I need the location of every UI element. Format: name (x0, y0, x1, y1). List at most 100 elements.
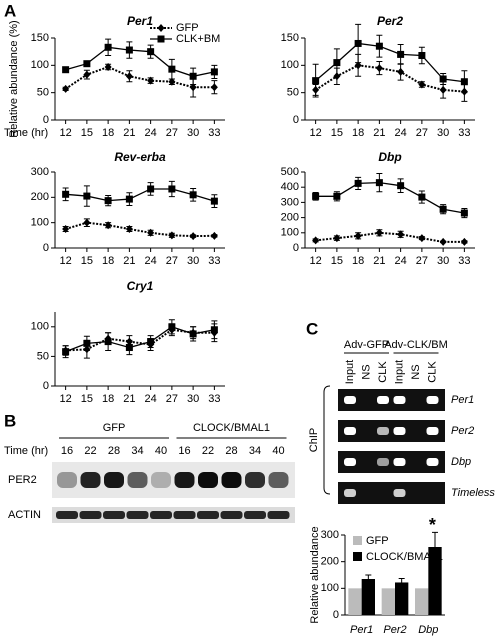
bracket (323, 385, 331, 495)
y-tick-label: 0 (333, 609, 339, 621)
band (127, 472, 148, 488)
marker (83, 192, 91, 200)
x-tick-label: 27 (416, 127, 428, 139)
panel-label: A (4, 1, 16, 20)
marker (439, 237, 447, 246)
bar (428, 547, 442, 615)
panel-label: B (4, 411, 16, 430)
x-tick-label: 18 (102, 127, 114, 139)
series-line (315, 181, 465, 214)
lane-label: 16 (178, 445, 190, 457)
marker (397, 182, 405, 190)
lane-label: NS (410, 364, 422, 379)
x-tick-label: 33 (208, 393, 220, 405)
gel-band (426, 427, 439, 435)
gel-band (393, 427, 406, 435)
marker (147, 185, 155, 193)
legend-label: CLK+BM (176, 33, 220, 45)
lane-label: 40 (272, 445, 284, 457)
legend-marker (157, 24, 165, 32)
marker (83, 70, 91, 79)
marker (333, 234, 341, 243)
marker (312, 236, 320, 245)
series-line (65, 46, 215, 77)
x-tick-label: Per1 (350, 624, 373, 636)
lane-label: 16 (61, 445, 73, 457)
marker (397, 230, 405, 239)
gel-band (377, 427, 389, 435)
gel-band (344, 396, 356, 404)
marker (210, 68, 218, 76)
band (150, 511, 172, 519)
band (80, 472, 101, 488)
series-line (65, 326, 215, 353)
marker (189, 83, 197, 92)
x-tick-label: 24 (395, 255, 407, 267)
gel-band (377, 458, 389, 466)
y-tick-label: 300 (31, 166, 49, 178)
marker (62, 225, 70, 233)
marker (147, 48, 155, 56)
marker (125, 225, 133, 233)
x-tick-label: 15 (331, 255, 343, 267)
x-tick-label: 33 (208, 255, 220, 267)
marker (418, 193, 426, 201)
band (198, 472, 218, 488)
x-tick-label: 21 (123, 393, 135, 405)
marker (418, 51, 426, 59)
marker (168, 185, 176, 193)
marker (125, 344, 133, 352)
marker (125, 72, 133, 81)
y-tick-label: 100 (281, 227, 299, 239)
panel-label: C (306, 319, 318, 338)
marker (104, 221, 112, 230)
lane-label: 22 (202, 445, 214, 457)
x-tick-label: 18 (102, 255, 114, 267)
row-label: ACTIN (8, 509, 41, 521)
x-tick-label: 12 (60, 255, 72, 267)
marker (460, 78, 468, 86)
series-line (315, 64, 465, 93)
marker (333, 192, 341, 200)
marker (83, 339, 91, 347)
group-label: Adv-GFP (344, 339, 389, 351)
y-tick-label: 0 (43, 114, 49, 126)
marker (189, 191, 197, 199)
band (79, 511, 102, 519)
legend-swatch (353, 552, 362, 561)
y-tick-label: 100 (31, 321, 49, 333)
series-line (65, 328, 215, 352)
marker (189, 330, 197, 338)
gel-band (393, 458, 406, 466)
x-tick-label: 15 (81, 255, 93, 267)
x-tick-label: Dbp (418, 624, 438, 636)
marker (312, 192, 320, 200)
marker (168, 323, 176, 331)
marker (104, 62, 112, 71)
series-line (315, 231, 465, 243)
marker (375, 179, 383, 187)
marker (397, 50, 405, 58)
marker (354, 179, 362, 187)
x-tick-label: 27 (166, 393, 178, 405)
x-tick-label: 27 (166, 127, 178, 139)
side-label: ChIP (308, 428, 320, 452)
chart-title: Dbp (378, 150, 401, 164)
lane-label: 34 (249, 445, 261, 457)
x-tick-label: 18 (102, 393, 114, 405)
group-label: Adv-CLK/BM (384, 339, 448, 351)
x-tick-label: 21 (123, 255, 135, 267)
chart-title: Per2 (377, 14, 403, 28)
x-tick-label: 12 (310, 255, 322, 267)
gel-band (426, 396, 439, 404)
y-tick-label: 500 (281, 166, 299, 178)
marker (354, 231, 362, 240)
lane-label: 28 (108, 445, 120, 457)
marker (210, 83, 218, 92)
x-tick-label: 21 (373, 255, 385, 267)
x-tick-label: 12 (60, 127, 72, 139)
gel-band (426, 458, 439, 466)
lane-label: 34 (131, 445, 143, 457)
x-tick-label: 30 (437, 127, 449, 139)
